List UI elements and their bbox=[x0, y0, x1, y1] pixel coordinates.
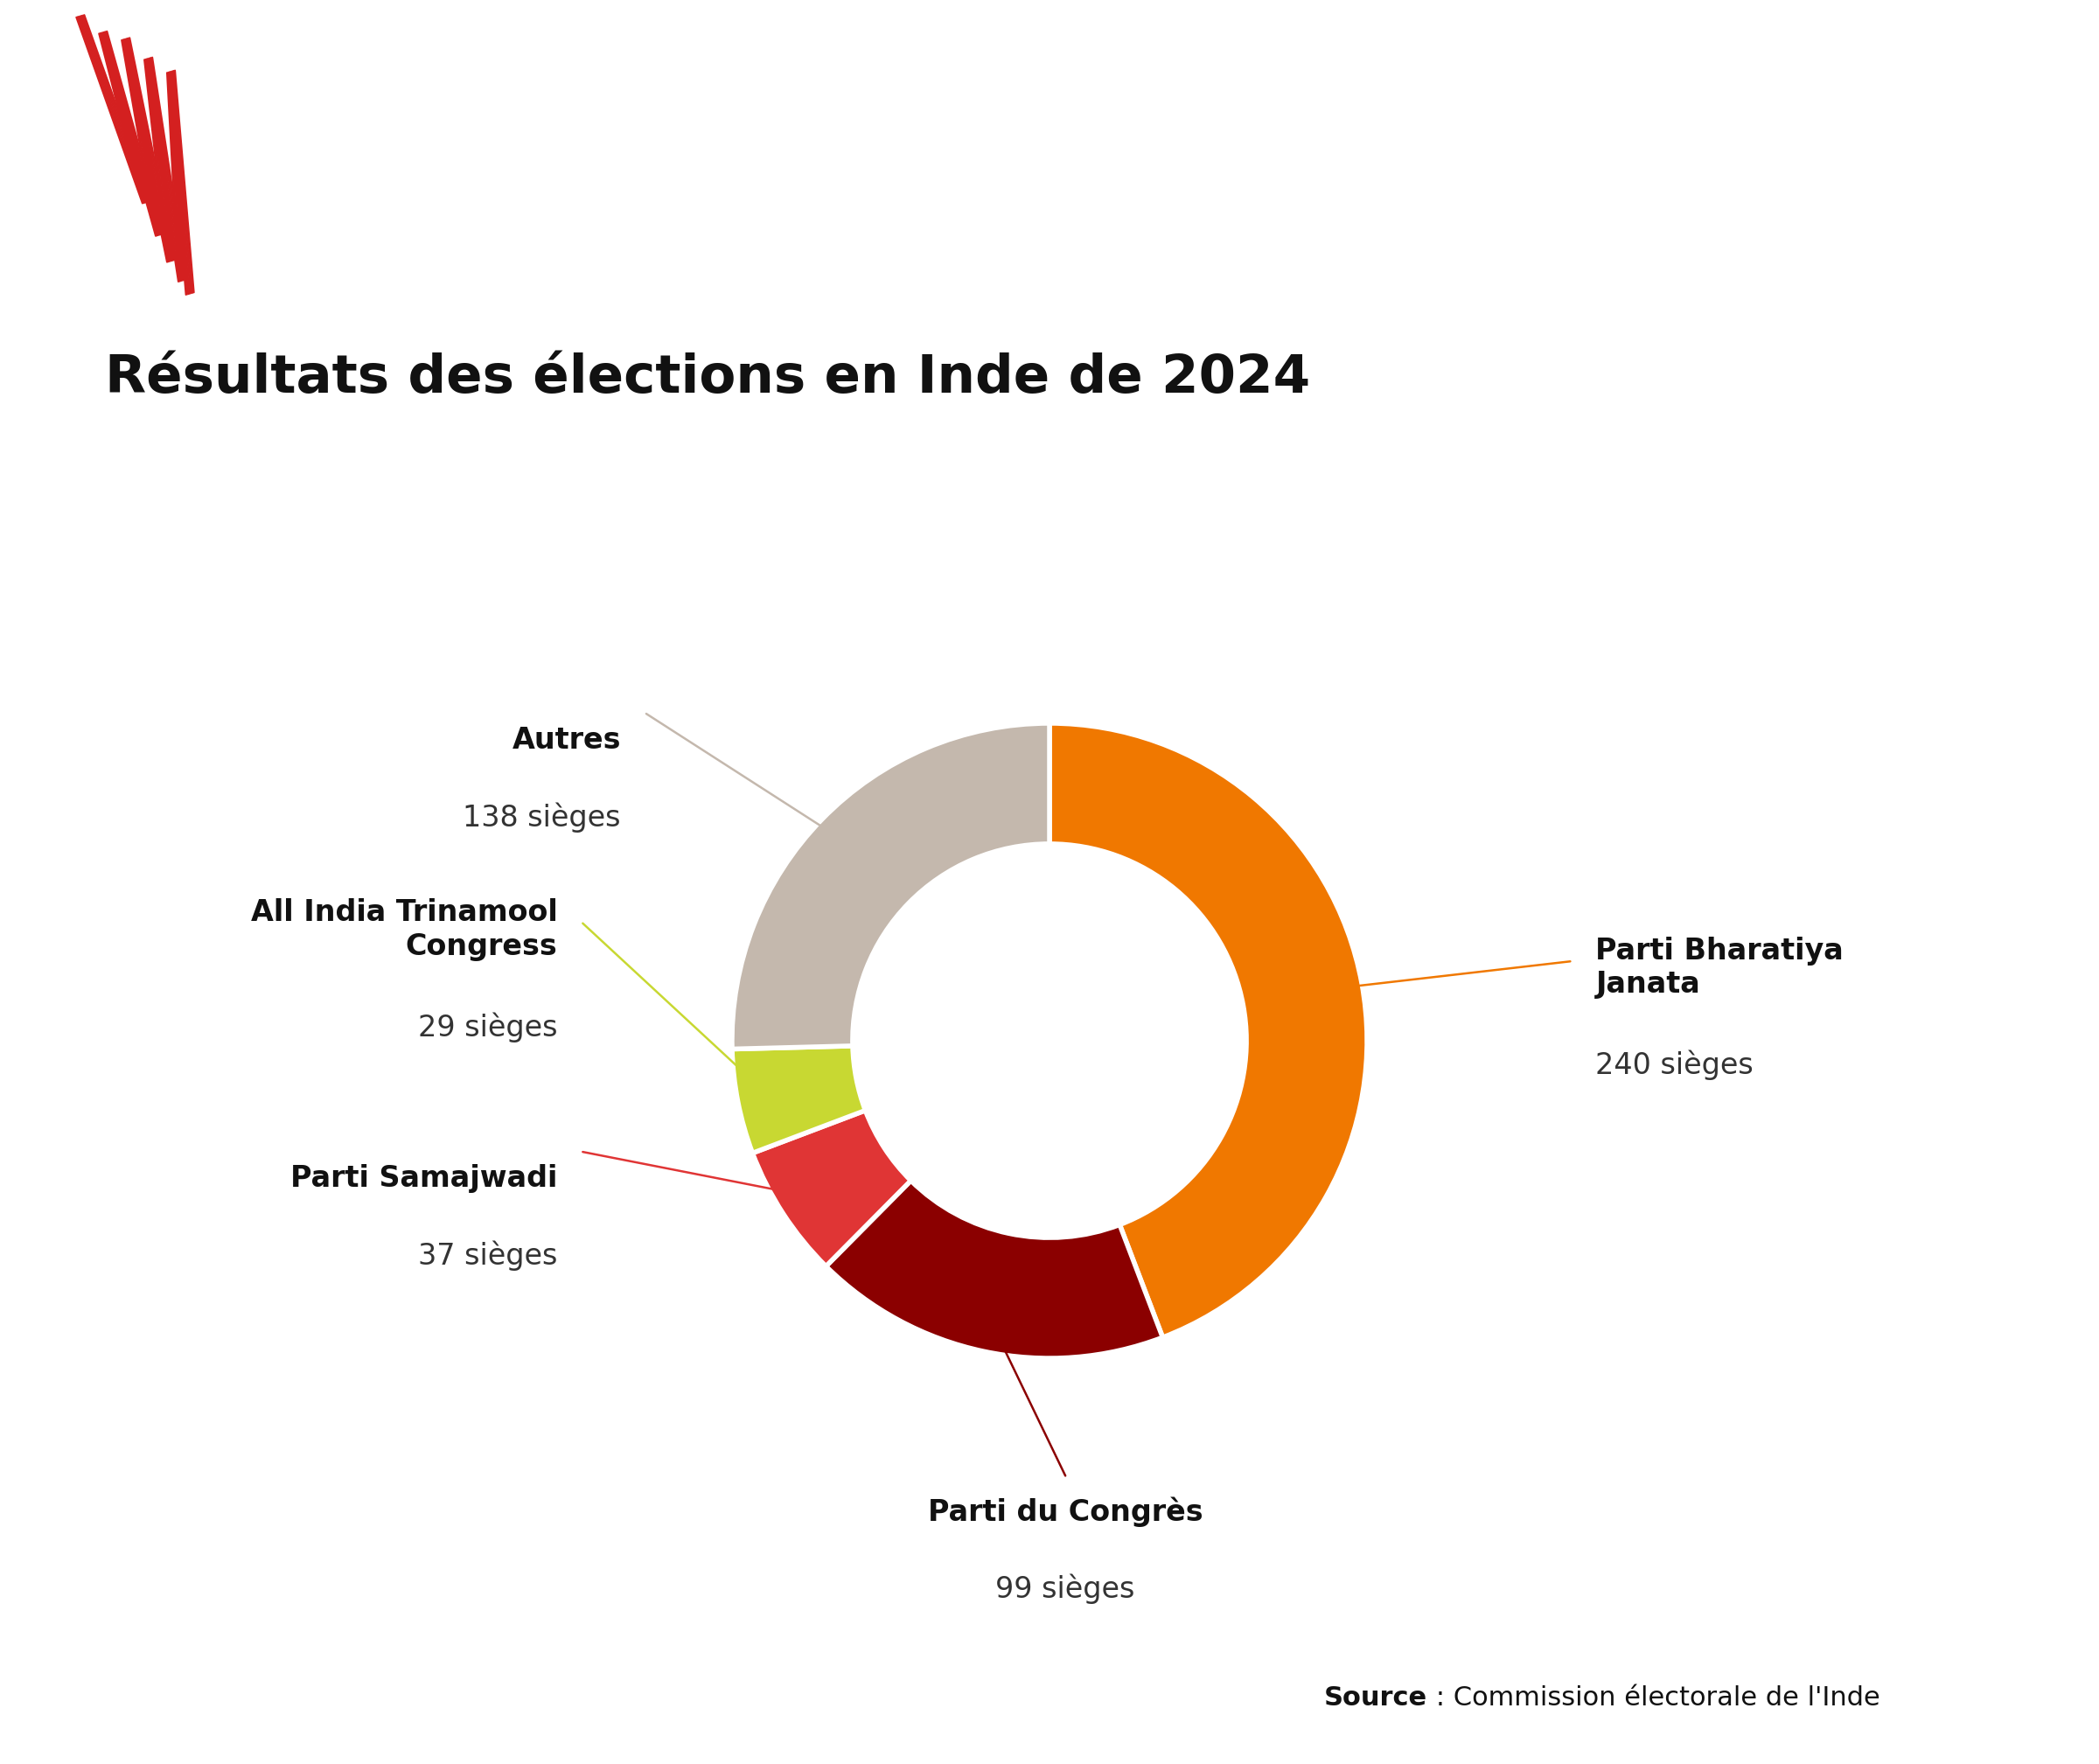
Text: 138 sièges: 138 sièges bbox=[464, 803, 621, 833]
Text: 240 sièges: 240 sièges bbox=[1595, 1050, 1755, 1081]
Wedge shape bbox=[754, 1110, 911, 1267]
Circle shape bbox=[852, 843, 1247, 1238]
Wedge shape bbox=[733, 723, 1050, 1050]
Text: Autres: Autres bbox=[512, 727, 621, 755]
Text: : Commission électorale de l'Inde: : Commission électorale de l'Inde bbox=[1427, 1686, 1881, 1711]
Text: Parti Bharatiya
Janata: Parti Bharatiya Janata bbox=[1595, 937, 1843, 998]
Text: 99 sièges: 99 sièges bbox=[995, 1573, 1136, 1605]
Text: 37 sièges: 37 sièges bbox=[418, 1240, 558, 1272]
Wedge shape bbox=[733, 1046, 865, 1154]
Wedge shape bbox=[1050, 723, 1366, 1337]
Text: All India Trinamool
Congress: All India Trinamool Congress bbox=[250, 898, 558, 961]
Text: Source: Source bbox=[1324, 1686, 1427, 1711]
Text: Résultats des élections en Inde de 2024: Résultats des élections en Inde de 2024 bbox=[105, 353, 1310, 404]
Text: Parti du Congrès: Parti du Congrès bbox=[928, 1498, 1203, 1528]
Text: Parti Samajwadi: Parti Samajwadi bbox=[290, 1164, 558, 1192]
Text: 29 sièges: 29 sièges bbox=[418, 1013, 558, 1043]
Wedge shape bbox=[825, 1180, 1163, 1358]
